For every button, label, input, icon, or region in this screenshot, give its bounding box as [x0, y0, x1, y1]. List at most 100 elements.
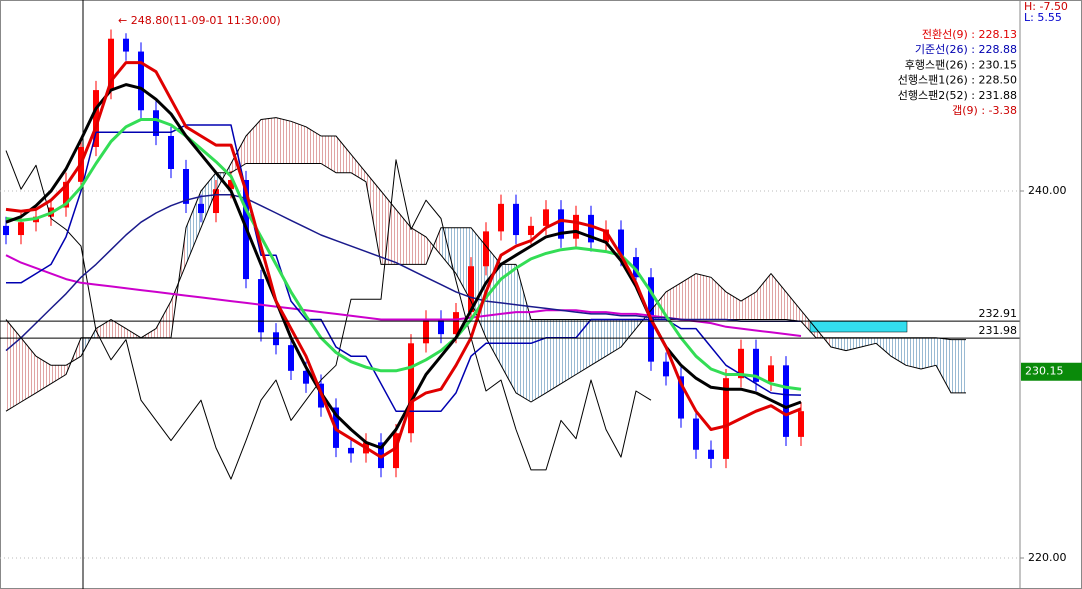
cloud-segment: [516, 264, 531, 403]
cloud-segment: [231, 135, 246, 173]
candle-body: [708, 449, 714, 459]
cloud-segment: [921, 337, 936, 369]
cloud-segment: [681, 273, 696, 320]
candle-body: [603, 229, 609, 243]
cloud-segment: [411, 227, 426, 265]
cloud-segment: [291, 121, 306, 164]
candle-body: [678, 376, 684, 419]
cloud-segment: [306, 126, 321, 164]
candle-body: [543, 209, 549, 226]
candle-body: [798, 411, 804, 437]
series-line: [5, 118, 802, 391]
candle-body: [453, 312, 459, 335]
candle-body: [573, 214, 579, 239]
candle-body: [513, 203, 519, 236]
candle-body: [378, 442, 384, 469]
candle-body: [498, 203, 504, 232]
y-tick-label: 240.00: [1028, 184, 1067, 197]
price-line-label: 232.91: [979, 307, 1018, 320]
lines: [5, 61, 966, 480]
candle-body: [228, 180, 234, 190]
cloud-segment: [111, 319, 126, 338]
series-line: [5, 150, 652, 480]
cloud-segment: [621, 319, 636, 347]
candle-body: [483, 231, 489, 267]
cloud-segment: [21, 337, 36, 403]
overlay: 240.00 220.00 232.91 231.98 230.15 전환선(9) : 2…: [0, 0, 1082, 564]
cloud-segment: [276, 117, 291, 164]
candle-body: [153, 110, 159, 136]
candle-body: [633, 257, 639, 278]
candle-body: [198, 203, 204, 214]
candle-body: [108, 38, 114, 91]
cloud-segment: [531, 319, 546, 403]
candle-body: [138, 51, 144, 111]
candle-body: [528, 225, 534, 236]
cloud-segment: [6, 319, 21, 412]
header-stat: L: 5.55: [1024, 11, 1062, 24]
cloud-segment: [936, 337, 951, 393]
cloud-segment: [336, 135, 351, 173]
cloud-segment: [36, 356, 51, 393]
cloud-segment: [756, 273, 771, 320]
cloud-segment: [51, 365, 66, 384]
current-price-label: 230.15: [1025, 365, 1064, 378]
candle-body: [753, 348, 759, 382]
candle-body: [213, 189, 219, 214]
candle-body: [438, 319, 444, 335]
candle-body: [558, 209, 564, 239]
cloud-segment: [696, 273, 711, 320]
peak-annotation: ← 248.80(11-09-01 11:30:00): [118, 14, 281, 27]
cloud-segment: [501, 264, 516, 393]
price-line-label: 231.98: [979, 324, 1018, 337]
cloud-segment: [771, 273, 786, 320]
candle-body: [123, 38, 129, 52]
legend-entry: 전환선(9) : 228.13: [922, 28, 1017, 41]
legend-entry: 선행스팬1(26) : 228.50: [898, 74, 1017, 87]
header-stat: H: -7.50: [1024, 0, 1068, 13]
cloud-segment: [396, 209, 411, 265]
candle-body: [393, 433, 399, 469]
gap-label: 갭(9) : -3.38: [952, 104, 1017, 117]
candle-body: [738, 348, 744, 379]
cloud-segment: [156, 301, 171, 338]
cloud-segment: [666, 282, 681, 320]
cloud-segment: [861, 337, 876, 347]
candle-body: [618, 229, 624, 258]
candle-body: [468, 266, 474, 313]
series-line: [5, 61, 802, 459]
cloud-segment: [261, 117, 276, 164]
candle-body: [303, 370, 309, 384]
cloud-segment: [456, 227, 471, 302]
cloud-segment: [951, 339, 966, 393]
cloud-segment: [591, 319, 606, 366]
candle-body: [288, 345, 294, 371]
cloud-segment: [876, 337, 891, 357]
cloud-segment: [561, 319, 576, 384]
legend-entry: 후행스팬(26) : 230.15: [905, 58, 1017, 71]
cloud-segment: [786, 291, 801, 322]
candle-body: [423, 319, 429, 344]
candle-body: [93, 90, 99, 147]
cloud-segment: [96, 319, 111, 338]
current-price-box: [1021, 362, 1082, 381]
candle-body: [693, 418, 699, 450]
candle-body: [723, 378, 729, 459]
candle-body: [663, 361, 669, 377]
candle-body: [348, 447, 354, 454]
cloud-segment: [186, 191, 201, 265]
cloud-segment: [246, 119, 261, 164]
projection-box: [809, 320, 908, 333]
legend-entry: 선행스팬2(52) : 231.88: [898, 89, 1017, 102]
candle-body: [768, 365, 774, 382]
candle-body: [588, 214, 594, 243]
cloud-segment: [321, 135, 336, 173]
candle-body: [63, 181, 69, 208]
candle-body: [18, 222, 24, 236]
legend-entry: 기준선(26) : 228.88: [915, 43, 1017, 56]
candle-body: [273, 332, 279, 346]
cloud-segment: [906, 337, 921, 369]
candle-body: [783, 365, 789, 437]
candle-body: [168, 135, 174, 169]
